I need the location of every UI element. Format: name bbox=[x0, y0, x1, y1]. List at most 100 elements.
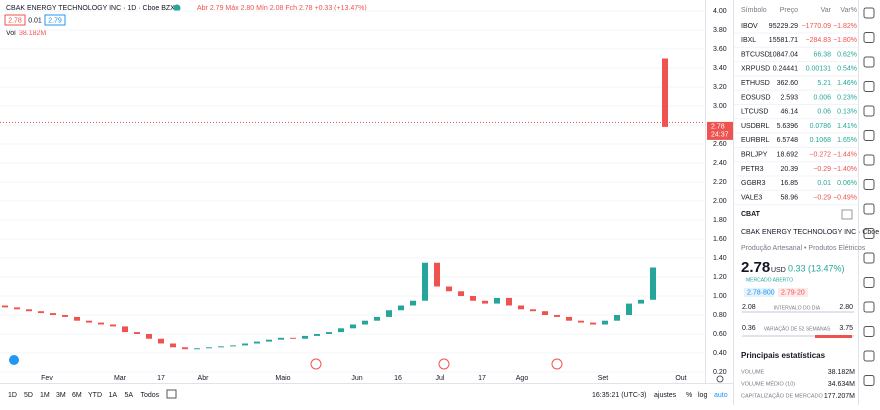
detail-currency: USD bbox=[771, 267, 786, 274]
spread: 0.01 bbox=[28, 17, 42, 24]
range-button[interactable]: 5D bbox=[24, 392, 33, 399]
candle bbox=[194, 348, 200, 350]
sidebar-icon[interactable] bbox=[863, 179, 875, 190]
watchlist-cell: 0.24441 bbox=[773, 66, 798, 73]
range-button[interactable]: 6M bbox=[72, 392, 82, 399]
detail-day-high: 2.80 bbox=[839, 304, 853, 311]
x-tick-label: Set bbox=[598, 375, 609, 382]
sidebar-icon[interactable] bbox=[863, 32, 875, 43]
range-button[interactable]: 1A bbox=[109, 392, 118, 399]
watchlist-cell[interactable]: LTCUSD bbox=[741, 109, 768, 116]
candle bbox=[434, 262, 440, 287]
candle bbox=[254, 341, 260, 344]
y-tick-label: 2.40 bbox=[713, 160, 727, 167]
logo[interactable] bbox=[9, 355, 19, 365]
settings-button[interactable]: ajustes bbox=[654, 392, 677, 399]
calendar-icon[interactable] bbox=[166, 389, 177, 399]
watchlist-cell: 20.39 bbox=[780, 166, 798, 173]
auto-button[interactable]: auto bbox=[714, 392, 728, 399]
y-tick-label: 3.60 bbox=[713, 46, 727, 53]
candle bbox=[362, 320, 368, 325]
range-button[interactable]: 1M bbox=[40, 392, 50, 399]
candle bbox=[482, 300, 488, 304]
sidebar-icon[interactable] bbox=[863, 228, 875, 239]
last-price-tag bbox=[707, 121, 733, 140]
sidebar-icon[interactable] bbox=[863, 326, 875, 337]
x-tick-label: Jul bbox=[436, 375, 445, 382]
watchlist-cell: −1.44% bbox=[833, 152, 857, 159]
watchlist-cell[interactable]: BTCUSD bbox=[741, 51, 770, 58]
sidebar-icon[interactable] bbox=[863, 301, 875, 313]
watchlist-cell[interactable]: BRLJPY bbox=[741, 152, 768, 159]
sidebar-icon[interactable] bbox=[863, 56, 875, 68]
watchlist-cell[interactable]: GGBR3 bbox=[741, 180, 766, 187]
badge[interactable] bbox=[841, 209, 853, 220]
y-tick-label: 2.60 bbox=[713, 141, 727, 148]
candle bbox=[218, 346, 224, 348]
candle bbox=[338, 328, 344, 333]
watchlist-cell[interactable]: USDBRL bbox=[741, 123, 770, 130]
range-bar bbox=[742, 335, 854, 337]
candle bbox=[470, 296, 476, 301]
watchlist-cell[interactable]: PETR3 bbox=[741, 166, 764, 173]
range-button[interactable]: 3M bbox=[56, 392, 66, 399]
percent-button[interactable]: % bbox=[686, 392, 692, 399]
candle bbox=[578, 320, 584, 323]
candle bbox=[326, 332, 332, 334]
sidebar-icon[interactable] bbox=[863, 7, 875, 19]
candle bbox=[422, 262, 428, 301]
candle bbox=[290, 337, 296, 339]
watchlist-cell: 0.23% bbox=[837, 94, 857, 101]
sidebar-icon[interactable] bbox=[863, 105, 875, 117]
watchlist-cell[interactable]: IBOV bbox=[741, 23, 758, 30]
ask-box[interactable] bbox=[44, 14, 66, 26]
watchlist-cell: −284.83 bbox=[806, 37, 832, 44]
x-tick-label: Ago bbox=[516, 375, 529, 382]
watchlist-cell[interactable]: VALE3 bbox=[741, 194, 762, 201]
watchlist-cell: 2.593 bbox=[780, 94, 798, 101]
sidebar-icon[interactable] bbox=[863, 252, 875, 264]
watchlist-cell[interactable]: ETHUSD bbox=[741, 80, 770, 87]
y-tick-label: 0.80 bbox=[713, 312, 727, 319]
candle bbox=[398, 305, 404, 311]
event-marker[interactable] bbox=[551, 358, 563, 370]
watchlist-cell[interactable]: IBXL bbox=[741, 37, 756, 44]
detail-year-high: 3.75 bbox=[839, 325, 853, 332]
detail-day-low: 2.08 bbox=[742, 304, 756, 311]
watchlist-cell: −0.272 bbox=[809, 152, 831, 159]
y-tick-label: 3.80 bbox=[713, 27, 727, 34]
detail-year-label: VARIAÇÃO DE 52 SEMANAS bbox=[764, 325, 831, 332]
watchlist-cell: 0.1068 bbox=[810, 137, 832, 144]
sidebar-icon[interactable] bbox=[863, 277, 875, 288]
sidebar-icon[interactable] bbox=[863, 130, 875, 141]
candle bbox=[446, 286, 452, 292]
bid-box[interactable] bbox=[4, 14, 26, 26]
x-tick-label: Jun bbox=[351, 375, 362, 382]
event-marker[interactable] bbox=[310, 358, 322, 370]
sidebar-icon[interactable] bbox=[863, 203, 875, 215]
settings-icon[interactable] bbox=[716, 375, 724, 383]
log-button[interactable]: log bbox=[698, 392, 707, 399]
range-button[interactable]: 5A bbox=[125, 392, 134, 399]
range-button[interactable]: Todos bbox=[141, 392, 160, 399]
candle bbox=[230, 345, 236, 347]
watchlist-cell[interactable]: XRPUSD bbox=[741, 66, 770, 73]
watchlist-cell[interactable]: EOSUSD bbox=[741, 94, 771, 101]
volume-label: Vol bbox=[6, 30, 16, 37]
event-marker[interactable] bbox=[438, 358, 450, 370]
candle bbox=[110, 324, 116, 327]
sidebar-icon[interactable] bbox=[863, 81, 875, 92]
watchlist-cell[interactable]: EURBRL bbox=[741, 137, 770, 144]
candle bbox=[14, 307, 20, 310]
ask: 2.79 bbox=[48, 17, 62, 24]
sidebar-icon[interactable] bbox=[863, 154, 875, 166]
detail-symbol: CBAT bbox=[741, 211, 761, 218]
stat-label: CAPITALIZAÇÃO DE MERCADO bbox=[741, 392, 824, 399]
range-button[interactable]: YTD bbox=[88, 392, 102, 399]
y-tick-label: 0.40 bbox=[713, 350, 727, 357]
x-tick-label: Fev bbox=[41, 375, 53, 382]
range-button[interactable]: 1D bbox=[8, 392, 17, 399]
sidebar-icon[interactable] bbox=[863, 375, 875, 386]
sidebar-icon[interactable] bbox=[863, 350, 875, 362]
